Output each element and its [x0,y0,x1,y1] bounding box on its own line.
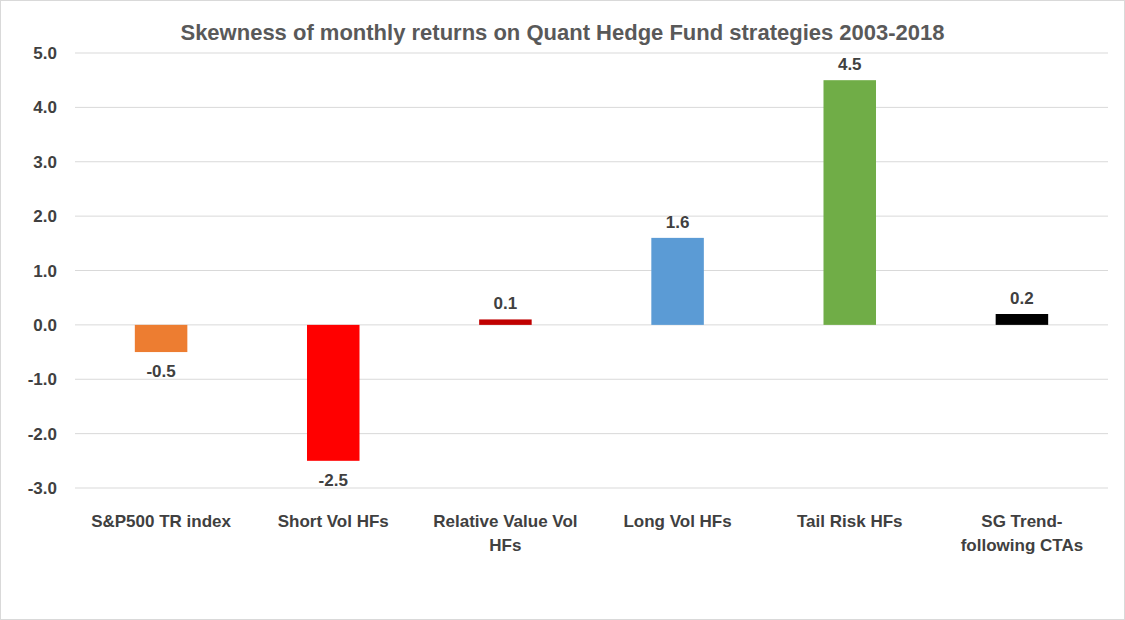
x-tick-label-line: Relative Value Vol [433,512,577,531]
grid-line [75,488,1108,489]
grid-line [75,161,1108,162]
x-tick-label: Short Vol HFs [278,512,389,531]
x-tick-label-line: SG Trend- [981,512,1062,531]
x-tick-label: SG Trend-following CTAs [961,512,1083,555]
data-label: -2.5 [319,471,348,490]
bars [135,80,1048,461]
x-tick-label-line: S&P500 TR index [91,512,231,531]
bar [307,325,360,461]
bar [996,314,1049,325]
y-tick-label: 4.0 [33,98,57,117]
chart: Skewness of monthly returns on Quant Hed… [0,0,1125,620]
x-tick-label-line: Tail Risk HFs [797,512,903,531]
x-tick-label-line: Long Vol HFs [623,512,731,531]
x-tick-label-line: Short Vol HFs [278,512,389,531]
x-tick-label-line: HFs [489,536,521,555]
data-label: 4.5 [838,55,862,74]
grid-line [75,433,1108,434]
bar [823,80,876,325]
x-tick-label-line: following CTAs [961,536,1083,555]
title: Skewness of monthly returns on Quant Hed… [180,20,944,45]
chart-border [1,1,1125,620]
grid-line [75,270,1108,271]
y-tick-label: 5.0 [33,44,57,63]
labels: -0.5 S&P500 TR index -2.5 Short Vol HFs 0.1 R… [91,55,1083,555]
data-label: -0.5 [146,362,175,381]
y-tick-label: -3.0 [28,479,57,498]
grid-line [75,107,1108,108]
y-tick-label: -1.0 [28,370,57,389]
x-tick-label: Relative Value Vol HFs [433,512,577,555]
grid-line [75,324,1108,325]
data-label: 0.1 [494,294,518,313]
bar [651,238,704,325]
y-tick-label: -2.0 [28,425,57,444]
grid-line [75,53,1108,54]
grid-line [75,379,1108,380]
y-tick-label: 2.0 [33,207,57,226]
y-tick-label: 0.0 [33,316,57,335]
data-label: 0.2 [1010,289,1034,308]
y-tick-label: 1.0 [33,262,57,281]
bar [135,325,188,352]
x-tick-label: Long Vol HFs [623,512,731,531]
y-tick-label: 3.0 [33,153,57,172]
x-tick-label: Tail Risk HFs [797,512,903,531]
data-label: 1.6 [666,213,690,232]
x-tick-label: S&P500 TR index [91,512,231,531]
bar [479,319,532,324]
grid-line [75,216,1108,217]
